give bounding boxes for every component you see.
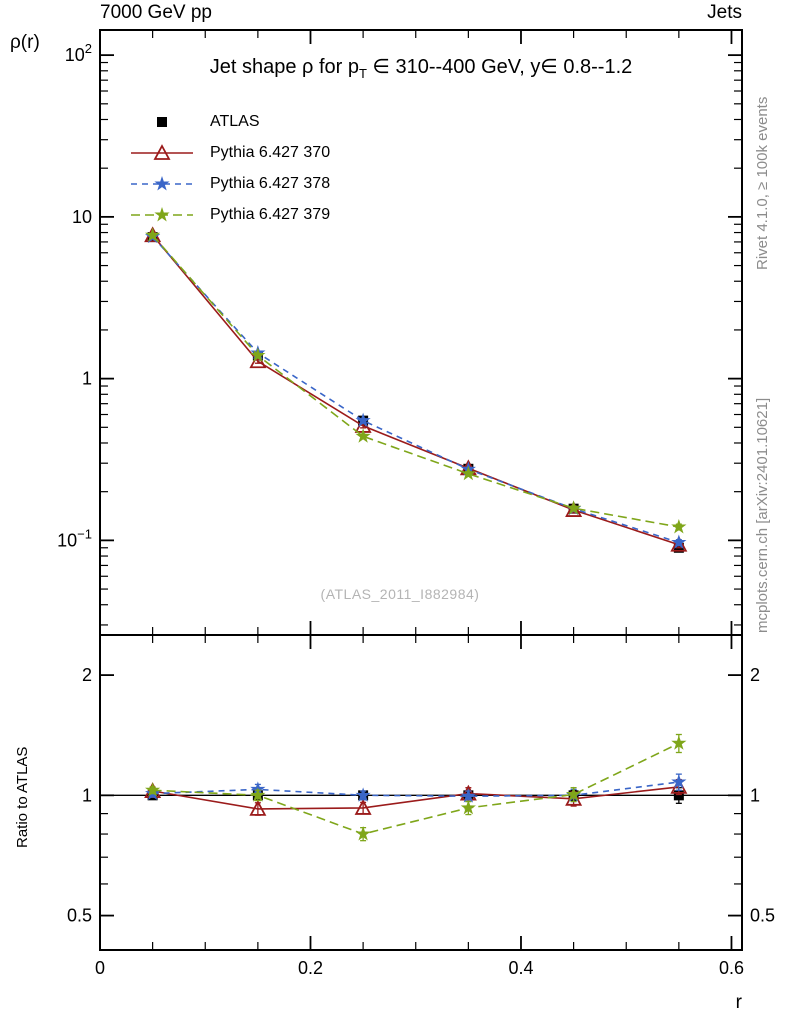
legend-item-atlas: ATLAS — [128, 106, 330, 137]
svg-text:0.4: 0.4 — [508, 958, 533, 978]
pythia-378-star-marker-icon — [131, 175, 193, 190]
svg-text:1: 1 — [82, 369, 92, 389]
plot-title: Jet shape ρ for pT ∈ 310--400 GeV, y∈ 0.… — [100, 54, 742, 81]
analysis-topic-label: Jets — [707, 2, 742, 23]
svg-text:0.6: 0.6 — [719, 958, 744, 978]
series-pythia-6-427-370-main — [144, 226, 688, 552]
series-pythia-6-427-378-main — [145, 228, 687, 549]
legend-item-pythia-370: Pythia 6.427 370 — [128, 137, 330, 168]
mcplots-citation-note: mcplots.cern.ch [arXiv:2401.10621] — [754, 397, 771, 633]
series-pythia-6-427-370-ratio — [144, 777, 688, 816]
series-atlas-main — [147, 232, 684, 553]
series-pythia-6-427-379-ratio — [145, 733, 687, 842]
legend-item-pythia-378: Pythia 6.427 378 — [128, 168, 330, 199]
legend-label-pythia-370: Pythia 6.427 370 — [210, 143, 331, 161]
legend-label-atlas: ATLAS — [210, 112, 260, 130]
legend-label-pythia-379: Pythia 6.427 379 — [210, 205, 331, 223]
tick-labels: 10−1 1 10 102 0.5 0.5 1 1 2 2 0 0.2 0.4 0.6 — [57, 41, 775, 978]
atlas-square-marker-icon — [157, 116, 167, 127]
legend: ATLAS Pythia 6.427 370 Pythia 6.427 378 … — [128, 106, 330, 230]
svg-text:0.5: 0.5 — [750, 906, 775, 926]
series-pythia-6-427-379-main — [145, 227, 687, 534]
title-post: ∈ 310--400 GeV, y∈ 0.8--1.2 — [366, 56, 633, 78]
x-axis-title: r — [735, 992, 742, 1013]
pythia-370-triangle-marker-icon — [131, 143, 193, 160]
svg-text:102: 102 — [65, 41, 92, 65]
y-axis-title: ρ(r) — [10, 32, 40, 53]
analysis-id-watermark: (ATLAS_2011_I882984) — [320, 586, 480, 602]
title-subscript: T — [358, 66, 367, 81]
ratio-axis-title: Ratio to ATLAS — [14, 746, 31, 848]
svg-text:1: 1 — [82, 785, 92, 805]
beam-energy-label: 7000 GeV pp — [100, 2, 212, 23]
rivet-version-note: Rivet 4.1.0, ≥ 100k events — [754, 96, 771, 270]
svg-text:2: 2 — [750, 665, 760, 685]
pythia-379-star-marker-icon — [131, 206, 193, 221]
svg-text:0.2: 0.2 — [298, 958, 323, 978]
svg-text:10−1: 10−1 — [57, 526, 92, 550]
title-pre: Jet shape ρ for p — [209, 56, 359, 78]
legend-label-pythia-378: Pythia 6.427 378 — [210, 174, 331, 192]
svg-text:0: 0 — [95, 958, 105, 978]
svg-text:1: 1 — [750, 785, 760, 805]
svg-text:0.5: 0.5 — [67, 906, 92, 926]
svg-text:10: 10 — [72, 207, 92, 227]
svg-text:2: 2 — [82, 665, 92, 685]
legend-item-pythia-379: Pythia 6.427 379 — [128, 199, 330, 230]
